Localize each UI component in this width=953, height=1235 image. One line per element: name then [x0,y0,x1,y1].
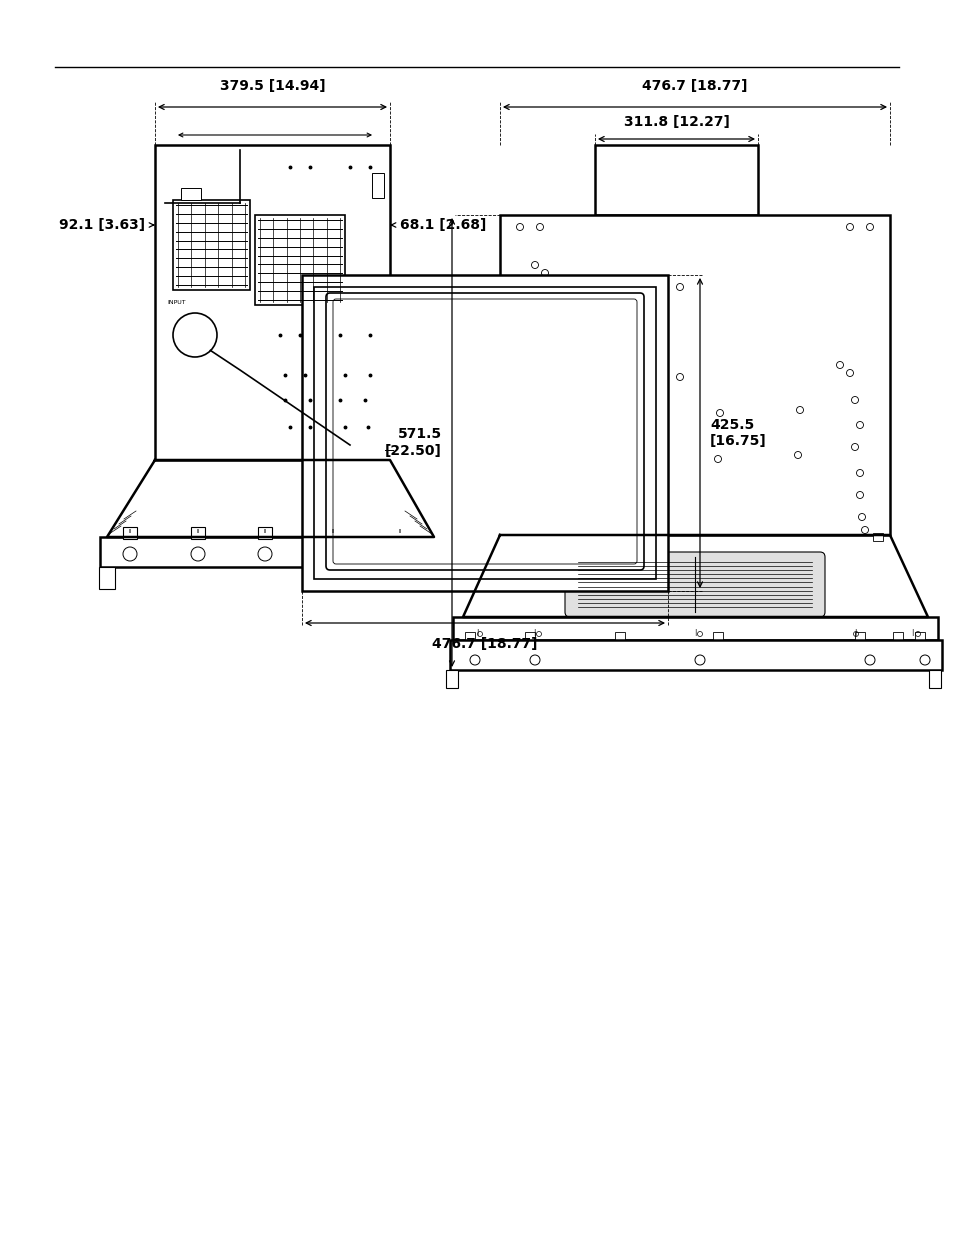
Bar [393,527,407,538]
FancyBboxPatch shape [326,293,643,571]
Text: II: II [331,529,335,534]
Bar [914,632,924,642]
Text: II: II [129,529,132,534]
Bar [595,144,758,215]
Text: 68.1 [2.68]: 68.1 [2.68] [399,219,486,232]
Bar [854,632,864,642]
Bar [421,567,437,589]
Text: II: II [196,529,199,534]
Text: II: II [263,529,266,534]
Text: 425.5
[16.75]: 425.5 [16.75] [709,417,766,448]
Bar [872,534,882,541]
FancyBboxPatch shape [333,299,637,564]
Text: INPUT: INPUT [168,300,186,305]
Bar [524,632,535,642]
Bar [892,632,902,642]
Bar [326,527,339,538]
Bar [506,534,517,541]
Bar [928,671,940,688]
Bar [446,671,457,688]
Text: 379.5 [14.94]: 379.5 [14.94] [219,79,325,93]
Text: |: | [476,629,477,636]
Text: 311.8 [12.27]: 311.8 [12.27] [623,115,729,128]
Bar [450,640,941,671]
Bar [712,632,722,642]
Bar [615,632,624,642]
Text: 476.7 [18.77]: 476.7 [18.77] [641,79,747,93]
Bar [100,537,439,567]
Bar [123,527,137,538]
Bar [464,632,475,642]
Bar [99,567,115,589]
Text: 571.5
[22.50]: 571.5 [22.50] [385,427,441,458]
Text: |: | [910,629,912,636]
Bar [191,527,205,538]
FancyBboxPatch shape [564,552,824,618]
Bar [257,527,272,538]
Text: |: | [533,629,535,636]
Bar [254,215,345,305]
Text: 476.7 [18.77]: 476.7 [18.77] [432,637,537,651]
Bar [499,215,889,535]
Text: |: | [853,629,855,636]
Text: 92.1 [3.63]: 92.1 [3.63] [59,219,145,232]
Bar [314,287,656,579]
Text: |: | [693,629,696,636]
Text: II: II [398,529,401,534]
Bar [372,173,384,198]
Bar [302,275,667,592]
Bar [172,200,250,290]
Bar [154,144,390,459]
Bar [453,618,937,640]
Bar [181,188,201,200]
